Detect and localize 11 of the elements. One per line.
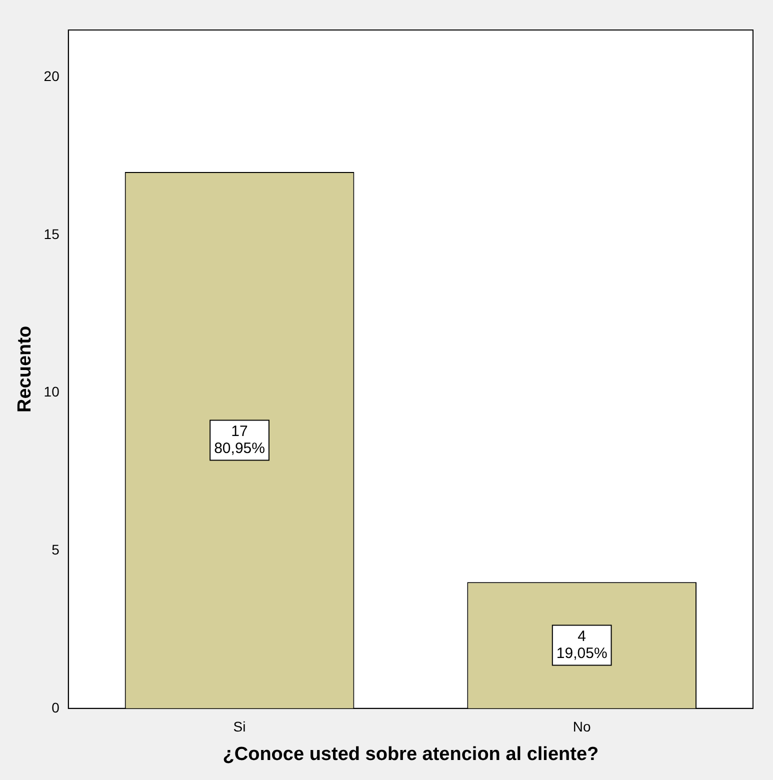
- x-tick-label: No: [572, 718, 591, 735]
- y-tick-label: 0: [52, 699, 60, 716]
- y-axis-title: Recuento: [14, 326, 36, 412]
- x-tick-label: Si: [233, 718, 246, 735]
- data-label: 4 19,05%: [556, 628, 608, 662]
- x-axis-title: ¿Conoce usted sobre atencion al cliente?: [222, 744, 599, 765]
- data-label: 17 80,95%: [214, 422, 265, 457]
- y-tick-label: 20: [44, 68, 60, 84]
- y-tick-label: 10: [44, 384, 60, 400]
- y-tick-label: 15: [44, 226, 60, 242]
- y-tick-label: 5: [52, 541, 60, 558]
